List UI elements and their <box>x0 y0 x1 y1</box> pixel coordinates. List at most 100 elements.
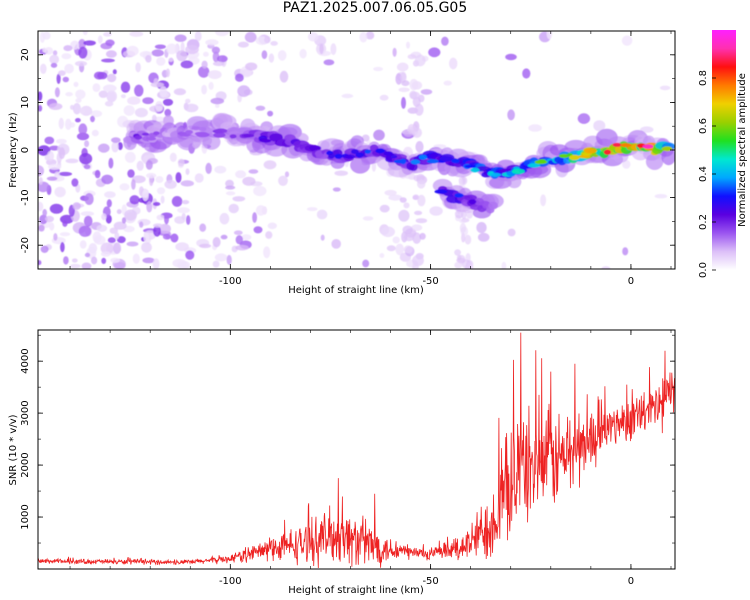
spectrogram-blob <box>92 231 102 243</box>
spectrogram-blob <box>476 222 487 234</box>
spectrogram-blob <box>278 175 288 186</box>
spectrogram-blob <box>406 41 410 49</box>
spectrogram-blob <box>414 210 423 216</box>
spectrogram-blob <box>379 94 389 101</box>
spectrogram-blob <box>241 133 255 138</box>
spectrogram-blob <box>265 231 273 239</box>
spectrogram-blob <box>470 167 480 173</box>
snr-series-line <box>38 332 675 569</box>
spectrogram-blob <box>334 153 343 159</box>
spectrogram-blob <box>106 199 112 208</box>
spectrogram-blob <box>47 150 54 162</box>
spectrogram-blob <box>44 47 54 55</box>
spectrogram-blob <box>620 143 632 148</box>
spectrogram-blob <box>168 57 174 62</box>
spectrogram-blob <box>443 80 452 86</box>
spectrogram-blob <box>235 244 249 251</box>
spectrogram-blob <box>390 154 398 159</box>
spectrogram-blob <box>225 179 234 188</box>
spectrogram-blob <box>449 57 458 70</box>
spectrogram-blob <box>395 243 405 256</box>
spectrogram-blob <box>540 194 547 207</box>
spectrogram-blob <box>225 191 236 196</box>
spectrogram-blob <box>232 196 246 202</box>
spectrogram-blob <box>454 193 464 198</box>
spectrogram-blob <box>528 124 542 132</box>
colorbar-tick-label: 0.2 <box>698 214 709 230</box>
spectrogram-blob <box>261 50 268 59</box>
spectrogram-xlabel: Height of straight line (km) <box>288 285 424 296</box>
spectrogram-blob <box>365 31 375 40</box>
spectrogram-blob <box>383 151 394 156</box>
spectrogram-blob <box>76 132 90 141</box>
spectrogram-blob <box>201 60 208 69</box>
spectrogram-blob <box>162 233 171 240</box>
spectrogram-blob <box>194 31 202 42</box>
spectrogram-blob <box>621 35 633 46</box>
spectrogram-blob <box>320 234 325 241</box>
spectrogram-blob <box>392 236 400 244</box>
spectrogram-blob <box>160 195 165 204</box>
spectrogram-blob <box>379 204 390 213</box>
spectrogram-blob <box>334 170 349 176</box>
spectrogram-blob <box>59 232 71 237</box>
spectrogram-blob <box>316 209 328 220</box>
spectrogram-blob <box>412 195 419 200</box>
colorbar: 0.0 0.2 0.4 0.6 0.8 Normalized spectral ampl… <box>698 30 748 278</box>
spectrogram-blob <box>109 227 119 234</box>
spectrogram-blob <box>403 232 415 242</box>
snr-ytick-label: 4000 <box>20 348 31 373</box>
spectrogram-blob <box>142 257 155 264</box>
spectrogram-blob <box>176 50 188 62</box>
spectrogram-blob <box>464 234 472 245</box>
spectrogram-blob <box>255 205 266 216</box>
spectrogram-blob <box>177 207 190 214</box>
spectrogram-blob <box>90 110 103 118</box>
spectrogram-blob <box>505 53 517 61</box>
spectrogram-blob <box>174 34 187 42</box>
spectrogram-blob <box>79 153 93 165</box>
spectrogram-blob <box>101 174 114 185</box>
spectrogram-blob <box>414 103 424 116</box>
spectrogram-blob <box>42 31 51 40</box>
spectrogram-blob <box>409 78 419 91</box>
spectrogram-blob <box>253 185 267 197</box>
spectrogram-blob <box>142 189 149 202</box>
spectrogram-blob <box>381 226 395 238</box>
spectrogram-blob <box>186 215 191 225</box>
spectrogram-blob <box>58 70 66 76</box>
spectrogram-blob <box>211 46 220 54</box>
spectrogram-blob <box>245 62 258 71</box>
spectrogram-blob <box>341 93 354 99</box>
spectrogram-blob <box>252 212 257 223</box>
spectrogram-blob <box>152 202 161 206</box>
spectrogram-blob <box>522 68 531 79</box>
spectrogram-xtick-label: 0 <box>628 276 634 287</box>
spectrogram-blob <box>359 32 368 43</box>
spectrogram-blob <box>603 149 612 155</box>
spectrogram-blob <box>56 73 61 85</box>
spectrogram-blob <box>456 254 462 261</box>
spectrogram-blob <box>199 223 207 232</box>
spectrogram-blob <box>441 36 449 46</box>
spectrogram-blob <box>181 200 190 205</box>
spectrogram-blob <box>84 252 91 258</box>
spectrogram-blob <box>331 239 342 249</box>
spectrogram-blob <box>362 216 374 221</box>
spectrogram-blob <box>501 261 507 269</box>
spectrogram-blob <box>78 39 86 49</box>
spectrogram-blob <box>264 35 271 44</box>
spectrogram-blob <box>411 224 423 231</box>
spectrogram-blob <box>155 176 164 183</box>
spectrogram-blob <box>58 117 64 130</box>
spectrogram-blob <box>156 214 165 221</box>
spectrogram-blob <box>511 168 525 174</box>
spectrogram-blob <box>139 221 144 228</box>
spectrogram-blob <box>47 163 62 170</box>
spectrogram-blob <box>661 146 673 152</box>
spectrogram-blob <box>279 70 289 83</box>
spectrogram-blob <box>355 152 364 158</box>
spectrogram-blob <box>69 263 81 269</box>
spectrogram-blob <box>113 221 127 230</box>
spectrogram-blob <box>414 54 426 67</box>
